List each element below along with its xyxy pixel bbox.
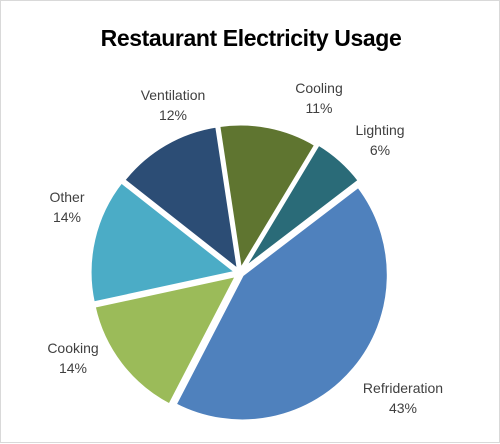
slice-percent-lighting: 6% [370, 142, 390, 158]
slice-label-cooling: Cooling [295, 80, 342, 96]
pie-labels: Lighting 6% Refrideration 43% Cooking 14% Othe… [47, 80, 443, 416]
pie-slice-ventilation [122, 124, 240, 272]
pie-slice-refrideration [173, 184, 390, 423]
slice-percent-refrideration: 43% [389, 400, 417, 416]
pie-slice-other [88, 180, 238, 305]
slice-label-lighting: Lighting [355, 122, 404, 138]
pie-slice-lighting [241, 142, 361, 271]
slice-percent-other: 14% [53, 209, 81, 225]
slice-label-refrideration: Refrideration [363, 380, 443, 396]
pie-slices [88, 122, 390, 423]
chart-title: Restaurant Electricity Usage [100, 25, 402, 51]
slice-label-ventilation: Ventilation [141, 87, 206, 103]
slice-label-other: Other [49, 189, 84, 205]
pie-slice-cooking [92, 273, 239, 407]
slice-percent-cooking: 14% [59, 360, 87, 376]
slice-label-cooking: Cooking [47, 340, 98, 356]
pie-slice-cooling [217, 122, 318, 272]
slice-percent-ventilation: 12% [159, 107, 187, 123]
slice-percent-cooling: 11% [306, 100, 333, 116]
